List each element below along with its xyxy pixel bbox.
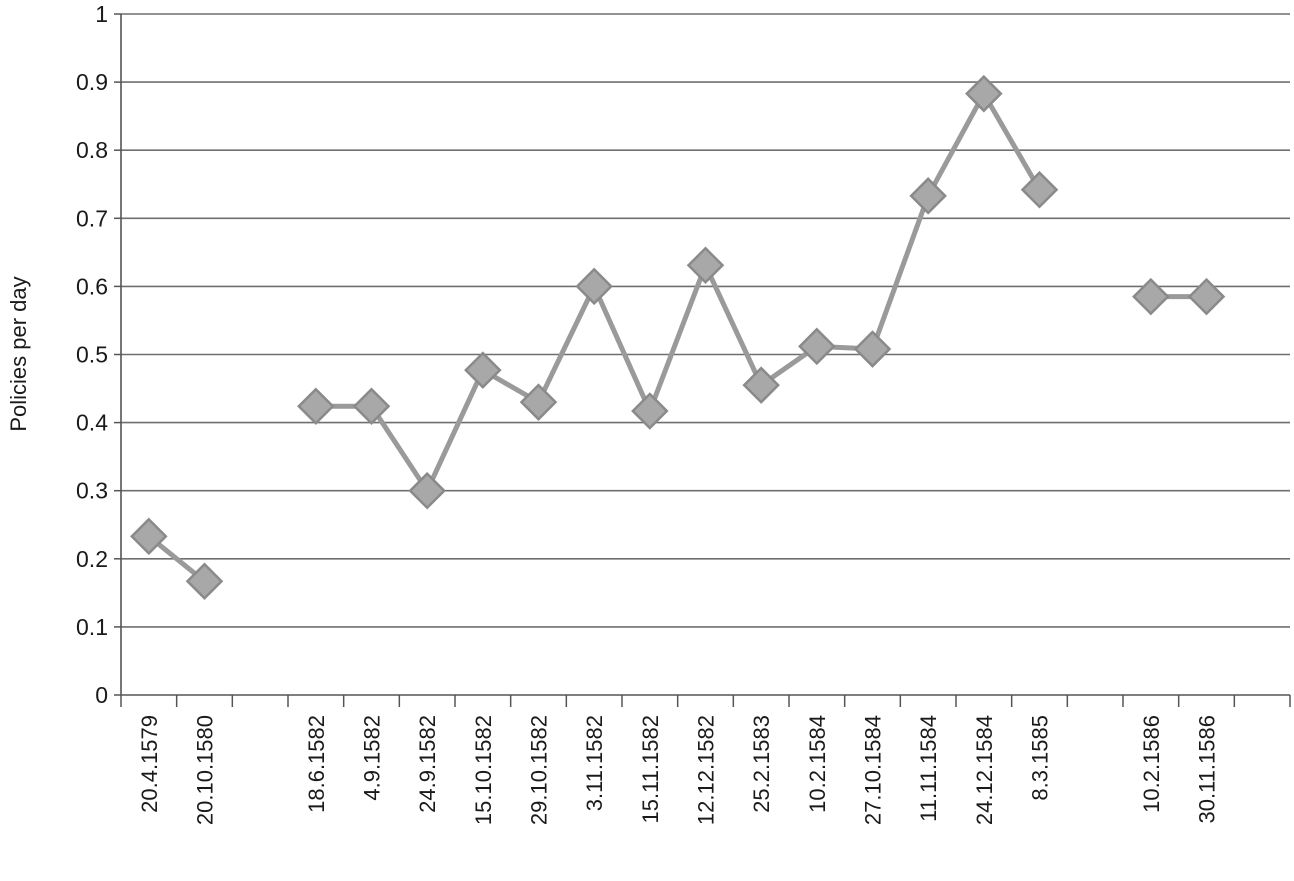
data-point-marker xyxy=(1187,277,1226,316)
series-line-segment xyxy=(591,283,653,414)
x-tick-label: 10.2.1584 xyxy=(805,715,830,813)
axes xyxy=(114,13,1291,707)
y-tick-label: 1 xyxy=(95,1,108,27)
y-tick-label: 0.2 xyxy=(76,546,108,572)
data-point-marker xyxy=(464,351,502,389)
series-line-segment xyxy=(703,262,764,388)
y-tick-label: 0.1 xyxy=(76,614,108,640)
data-point-marker xyxy=(631,392,669,430)
data-point-marker xyxy=(742,366,780,404)
series-line-segment xyxy=(369,403,430,494)
x-tick-label: 3.11.1582 xyxy=(582,715,607,811)
y-tick-label: 0.4 xyxy=(76,410,108,436)
data-point-marker xyxy=(575,267,613,306)
series-line-segment xyxy=(536,283,597,405)
x-tick-label: 20.4.1579 xyxy=(137,715,162,813)
y-tick-label: 0.9 xyxy=(76,69,108,95)
data-point-marker xyxy=(1020,170,1059,209)
data-point-marker xyxy=(853,330,892,368)
x-tick-label: 11.11.1584 xyxy=(916,715,941,822)
y-tick-label: 0.6 xyxy=(76,273,108,299)
x-tick-label: 12.12.1582 xyxy=(694,715,719,825)
x-tick-label: 24.9.1582 xyxy=(415,715,440,813)
series-line-segment xyxy=(981,91,1042,193)
data-point-marker xyxy=(965,74,1003,113)
x-tick-labels: 20.4.1579 20.10.1580 18.6.1582 4.9.1582 24.9… xyxy=(137,715,1220,825)
data-point-marker xyxy=(352,387,391,426)
data-point-marker xyxy=(185,562,224,601)
y-tick-label: 0.5 xyxy=(76,342,108,368)
data-point-marker xyxy=(408,471,446,510)
x-tick-label: 15.11.1582 xyxy=(638,715,663,823)
x-tick-label: 24.12.1584 xyxy=(972,715,997,825)
y-tick-labels: 0 0.1 0.2 0.3 0.4 0.5 0.6 0.7 0.8 0.9 1 xyxy=(76,1,108,708)
y-tick-label: 0 xyxy=(95,682,108,708)
y-tick-label: 0.7 xyxy=(76,205,108,231)
series-line-segment xyxy=(647,262,708,414)
x-tick-label: 15.10.1582 xyxy=(471,715,496,825)
data-point-marker xyxy=(909,177,947,215)
data-point-marker xyxy=(519,383,558,421)
series-markers xyxy=(130,74,1226,601)
x-tick-label: 20.10.1580 xyxy=(193,715,218,825)
data-point-marker xyxy=(130,517,168,556)
data-point-marker xyxy=(297,387,335,426)
data-point-marker xyxy=(686,246,725,285)
y-tick-label: 0.3 xyxy=(76,478,108,504)
series-line-segment xyxy=(424,367,486,494)
x-tick-label: 29.10.1582 xyxy=(527,715,552,825)
x-tick-label: 8.3.1585 xyxy=(1028,715,1053,801)
series-line xyxy=(146,91,1209,584)
data-point-marker xyxy=(1132,277,1170,316)
y-axis-label: Policies per day xyxy=(6,276,31,431)
series-line-segment xyxy=(870,193,931,352)
gridlines xyxy=(121,13,1290,628)
series-line-segment xyxy=(925,91,987,199)
y-tick-label: 0.8 xyxy=(76,137,108,163)
x-tick-label: 10.2.1586 xyxy=(1139,715,1164,813)
x-tick-label: 4.9.1582 xyxy=(360,715,385,801)
x-tick-label: 18.6.1582 xyxy=(304,715,329,813)
x-tick-label: 25.2.1583 xyxy=(749,715,774,813)
x-tick-label: 27.10.1584 xyxy=(861,715,886,825)
x-tick-label: 30.11.1586 xyxy=(1195,715,1220,823)
data-point-marker xyxy=(798,327,836,366)
